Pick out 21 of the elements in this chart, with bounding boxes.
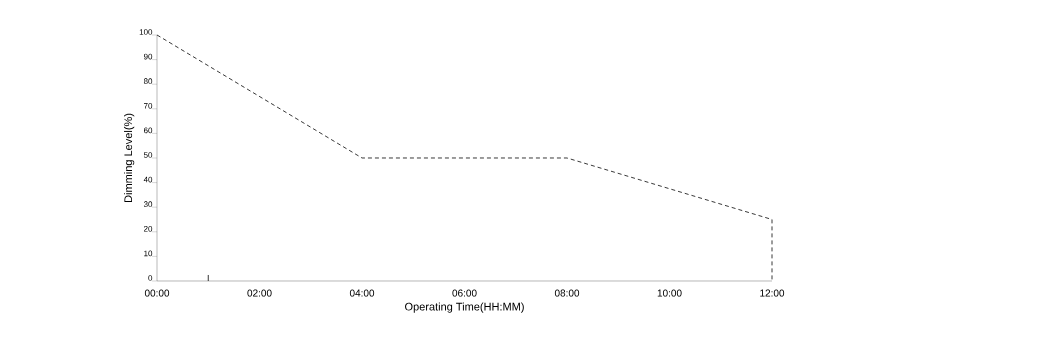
y-tick-label: 0 <box>148 275 153 281</box>
x-tick-label: 12:00 <box>760 289 785 297</box>
y-tick-label: 80 <box>143 78 153 85</box>
y-tick-label: 50 <box>143 152 153 158</box>
x-tick-label: 04:00 <box>349 289 375 297</box>
x-tick-label: 02:00 <box>247 289 272 297</box>
y-tick-label: 40 <box>143 176 153 183</box>
y-tick-label: 10 <box>144 250 153 257</box>
x-tick-label: 06:00 <box>452 289 477 297</box>
x-tick-label: 10:00 <box>657 289 682 297</box>
y-tick-label: 60 <box>143 127 153 134</box>
x-tick-label: 08:00 <box>554 289 580 297</box>
y-tick-label: 70 <box>143 102 153 109</box>
y-tick-label: 20 <box>143 225 153 232</box>
y-tick-label: 30 <box>143 201 153 208</box>
line-series <box>156 34 773 282</box>
y-tick-label: 100 <box>139 29 153 35</box>
x-tick-label: 00:00 <box>144 289 170 297</box>
x-axis-title: Operating Time(HH:MM) <box>405 302 524 313</box>
y-axis-title: Dimming Level(%) <box>124 113 135 202</box>
y-tick-label: 90 <box>143 53 153 60</box>
